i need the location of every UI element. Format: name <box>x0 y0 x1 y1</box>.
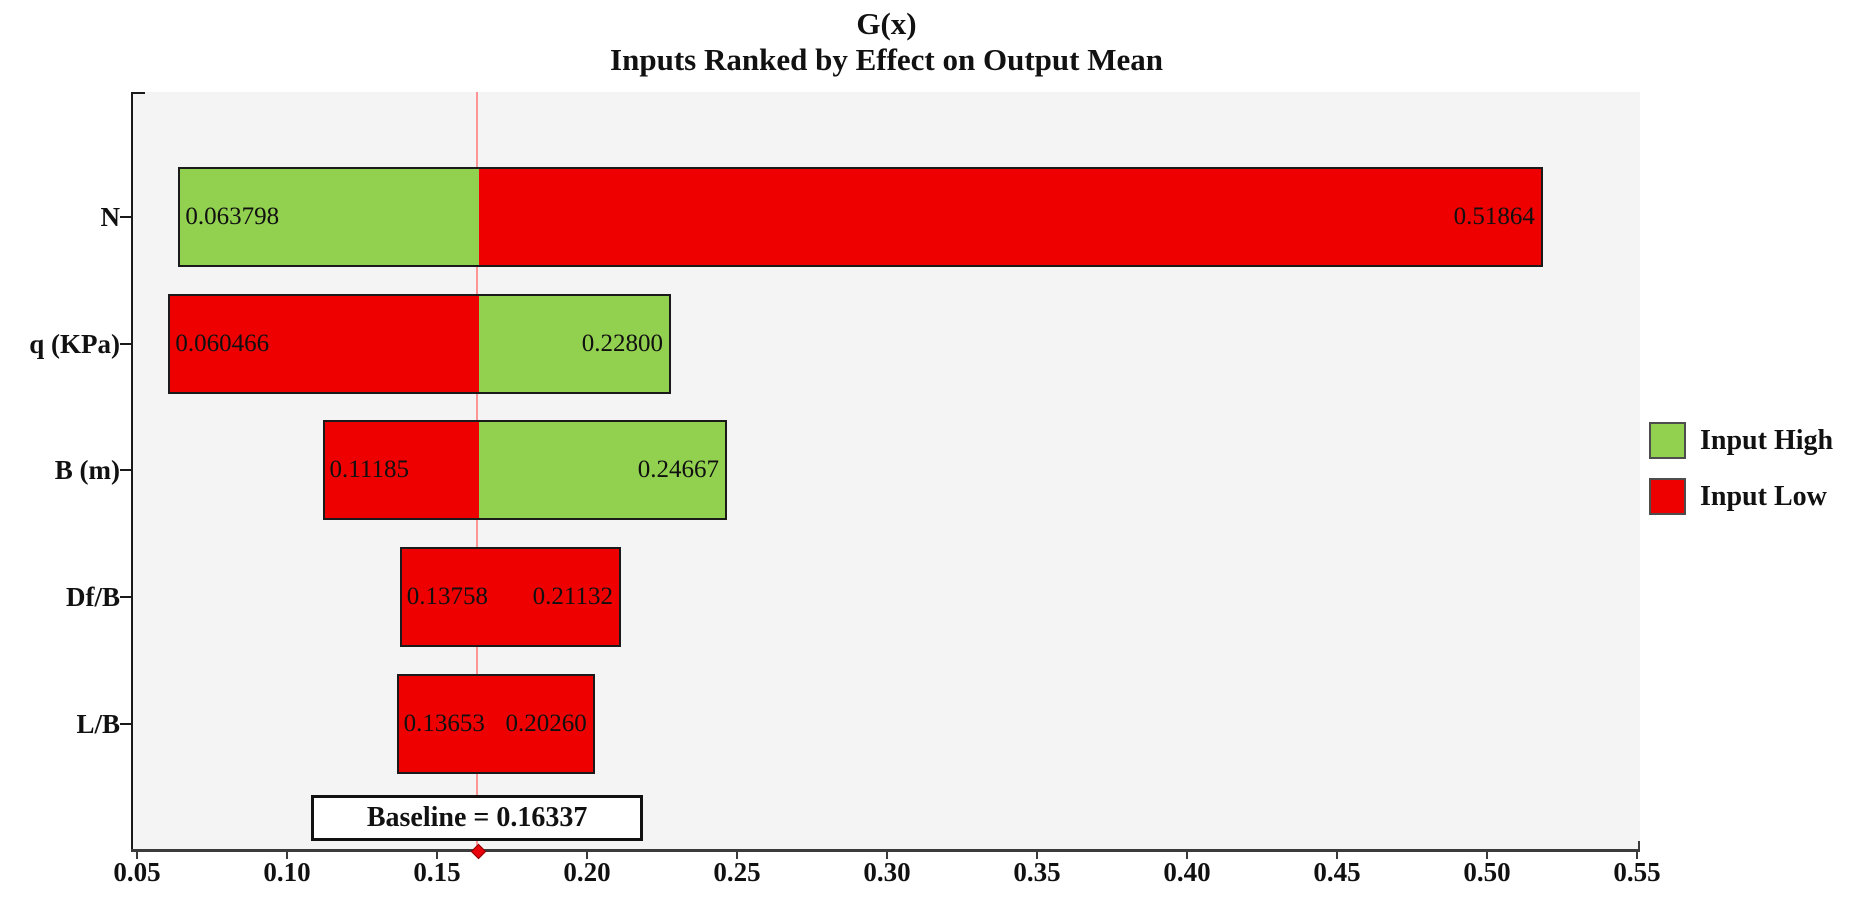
chart-title: G(x) <box>856 6 917 41</box>
x-axis-tick-label: 0.15 <box>413 857 461 887</box>
baseline-label-box: Baseline = 0.16337 <box>311 795 644 841</box>
x-axis-tick <box>1186 849 1188 859</box>
bar-value-label-right: 0.20260 <box>505 709 587 737</box>
y-axis-tick <box>120 469 131 472</box>
baseline-label: Baseline = 0.16337 <box>366 802 588 833</box>
bar-value-label-left: 0.13758 <box>406 582 488 610</box>
bar-segment-left <box>401 548 480 645</box>
x-axis-tick-label: 0.40 <box>1163 857 1211 887</box>
y-axis-tick <box>120 722 131 725</box>
y-axis-label-5: L/B <box>76 708 120 739</box>
bar-value-label-right: 0.22800 <box>581 329 663 357</box>
bar-value-label-left: 0.11185 <box>329 456 409 484</box>
y-axis-label-1: N <box>100 202 121 232</box>
legend-label: Input Low <box>1700 481 1827 512</box>
legend-swatch-input-low <box>1649 478 1686 515</box>
bar-value-label-left: 0.060466 <box>175 329 270 357</box>
x-axis-tick-label: 0.50 <box>1463 857 1511 887</box>
bar-segment-left <box>324 422 480 519</box>
tornado-bar-3: 0.11185 0.24667 <box>322 420 727 521</box>
x-axis-tick <box>436 849 438 859</box>
bar-value-label-left: 0.13653 <box>403 709 485 737</box>
plot-area: Baseline = 0.16337 0.063798 0.51864 0.0604… <box>133 92 1640 849</box>
tornado-bar-5: 0.13653 0.20260 <box>396 673 595 774</box>
x-axis-tick-label: 0.05 <box>113 857 161 887</box>
y-axis-label-2: q (KPa) <box>29 328 120 359</box>
bar-segment-right <box>479 422 725 519</box>
y-axis-tick <box>120 342 131 345</box>
bar-segment-right <box>479 548 619 645</box>
y-axis-end-tick <box>131 92 145 94</box>
x-axis-line <box>131 849 1640 852</box>
legend: Input High Input Low <box>1649 422 1833 534</box>
x-axis-tick <box>1636 849 1638 859</box>
x-axis-tick <box>286 849 288 859</box>
bar-value-label-left: 0.063798 <box>185 203 280 230</box>
x-axis-tick <box>1036 849 1038 859</box>
bar-value-label-right: 0.51864 <box>1453 203 1535 230</box>
x-axis-tick-label: 0.35 <box>1013 857 1061 887</box>
y-axis-tick <box>120 216 131 218</box>
x-axis-tick-label: 0.45 <box>1313 857 1361 887</box>
x-axis-tick <box>886 849 888 859</box>
bar-segment-left <box>170 295 480 392</box>
bar-segment-right <box>479 675 593 772</box>
tornado-bar-1: 0.063798 0.51864 <box>178 167 1543 267</box>
legend-item-low: Input Low <box>1649 478 1833 515</box>
tornado-bar-2: 0.060466 0.22800 <box>168 293 671 394</box>
bar-value-label-right: 0.24667 <box>637 456 719 484</box>
bar-segment-right <box>479 295 669 392</box>
chart-title-block: G(x) Inputs Ranked by Effect on Output M… <box>133 6 1640 78</box>
tornado-bar-4: 0.13758 0.21132 <box>399 546 621 647</box>
x-axis-tick <box>1486 849 1488 859</box>
x-axis-tick <box>1336 849 1338 859</box>
x-axis-tick <box>136 849 138 859</box>
x-axis-tick <box>586 849 588 859</box>
x-axis-tick-label: 0.30 <box>863 857 911 887</box>
bar-segment-left <box>180 169 480 265</box>
x-axis-tick-label: 0.25 <box>713 857 761 887</box>
chart-subtitle: Inputs Ranked by Effect on Output Mean <box>610 42 1163 77</box>
bar-value-label-right: 0.21132 <box>532 582 613 610</box>
legend-label: Input High <box>1700 425 1834 456</box>
x-axis-tick-label: 0.55 <box>1613 857 1661 887</box>
bar-segment-left <box>398 675 480 772</box>
x-axis-end-tick <box>1638 841 1640 852</box>
bar-segment-right <box>479 169 1541 265</box>
y-axis-label-4: Df/B <box>66 581 120 612</box>
x-axis-tick-label: 0.10 <box>263 857 311 887</box>
x-axis-tick <box>736 849 738 859</box>
y-axis-tick <box>120 595 131 598</box>
y-axis-label-3: B (m) <box>54 455 120 486</box>
legend-swatch-input-high <box>1649 422 1686 459</box>
legend-item-high: Input High <box>1649 422 1833 459</box>
y-axis-line <box>131 92 133 849</box>
x-axis-tick-label: 0.20 <box>563 857 611 887</box>
